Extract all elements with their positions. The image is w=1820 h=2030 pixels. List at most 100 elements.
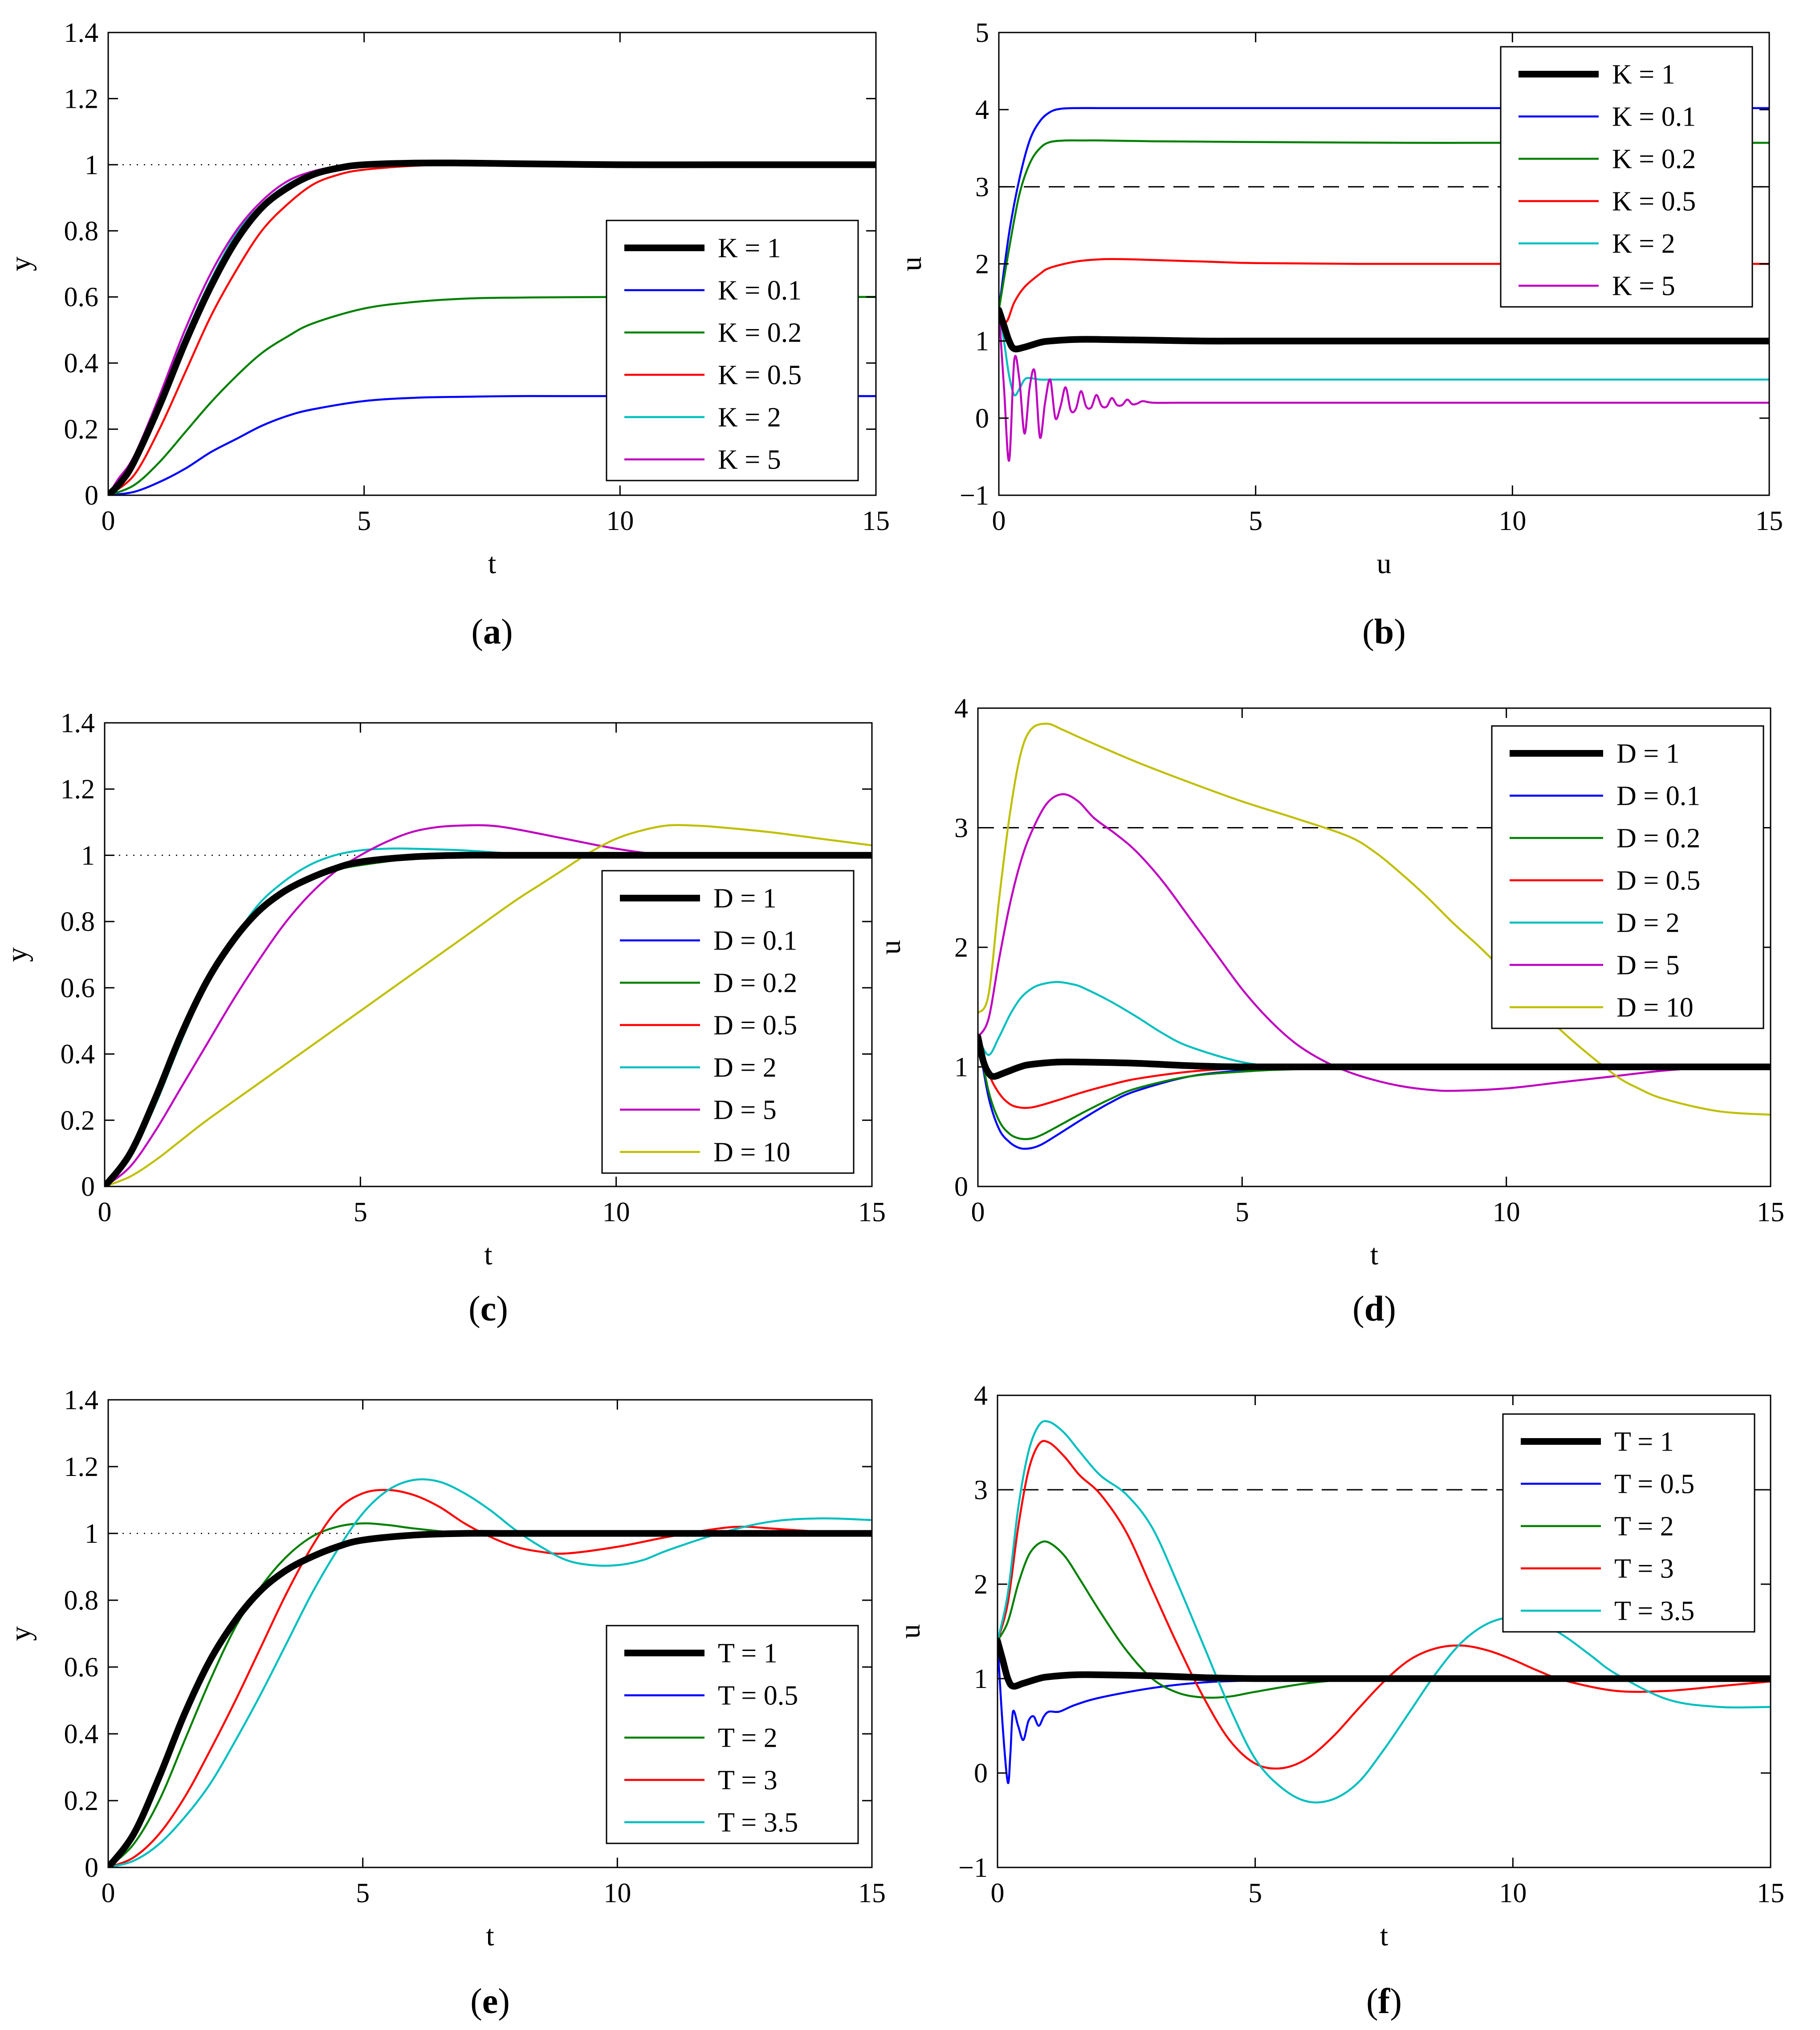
y-tick-label: 2 xyxy=(975,249,989,280)
series-group xyxy=(105,824,872,1186)
x-tick-label: 10 xyxy=(603,1878,631,1908)
y-tick-label: 2 xyxy=(954,933,968,963)
legend-entry-label: D = 2 xyxy=(713,1053,777,1083)
series-group xyxy=(998,1420,1771,1804)
y-tick-label: 0.2 xyxy=(64,415,99,445)
x-tick-label: 15 xyxy=(858,1197,886,1227)
legend-entry-label: D = 5 xyxy=(1616,950,1680,981)
plot-frame xyxy=(104,722,873,1187)
x-axis-label: t xyxy=(1380,1920,1388,1952)
legend-entry-label: T = 3 xyxy=(1614,1554,1674,1584)
y-tick-label: 1.2 xyxy=(61,774,95,805)
legend-box xyxy=(601,870,855,1174)
series-line-K-0.1 xyxy=(108,395,876,495)
y-tick-label: 0 xyxy=(81,1172,95,1202)
series-line-K-0.1 xyxy=(999,107,1769,311)
y-tick-label: 1.2 xyxy=(64,84,99,114)
series-group xyxy=(108,159,876,495)
y-axis-label: y xyxy=(1,947,33,962)
legend-entry-label: K = 2 xyxy=(718,403,781,433)
y-tick-label: 1.4 xyxy=(61,708,95,738)
y-tick-label: 1.2 xyxy=(64,1452,99,1482)
legend-box xyxy=(1500,46,1753,308)
panel-caption: (f) xyxy=(1366,1982,1402,2021)
y-tick-label: 3 xyxy=(974,1475,988,1505)
series-line-D-5 xyxy=(978,793,1771,1092)
series-line-D-1 xyxy=(978,1033,1771,1080)
x-tick-label: 0 xyxy=(992,506,1006,536)
y-tick-label: 1 xyxy=(975,326,989,357)
legend-entry-label: D = 0.2 xyxy=(1616,823,1700,854)
y-tick-label: 0.6 xyxy=(64,1652,99,1683)
panel-caption: (c) xyxy=(468,1289,508,1329)
y-tick-label: 0.6 xyxy=(64,282,99,313)
legend-entry-label: D = 0.2 xyxy=(713,968,797,999)
legend: T = 1 T = 0.5 T = 2 T = 3 T = 3.5 xyxy=(606,1625,859,1844)
y-tick-label: 0 xyxy=(975,404,989,434)
y-tick-label: 0 xyxy=(85,1853,98,1883)
legend-box xyxy=(1502,1413,1755,1633)
y-tick-label: 1.4 xyxy=(64,18,99,48)
series-line-K-0.2 xyxy=(999,139,1769,311)
y-tick-label: 0.4 xyxy=(64,348,99,379)
legend-entry-label: D = 0.1 xyxy=(713,926,797,956)
series-line-K-0.5 xyxy=(999,258,1769,323)
legend-box xyxy=(1491,725,1764,1029)
series-line-T-3.5 xyxy=(998,1420,1771,1804)
plot-frame xyxy=(997,1394,1771,1868)
chart-panel-c: 0 5 10 15 0 0.2 0.4 0.6 0.8 1 1.2 1.4 t y D = 1 D = 0.1… xyxy=(1,708,886,1329)
legend-entry-label: K = 5 xyxy=(718,445,781,475)
legend-entry-label: K = 0.1 xyxy=(1612,102,1696,132)
y-tick-label: 4 xyxy=(974,1381,988,1411)
y-tick-label: 1 xyxy=(85,150,98,180)
legend-entry-label: T = 0.5 xyxy=(1614,1469,1694,1500)
x-tick-label: 0 xyxy=(991,1878,1005,1908)
legend-entry-label: K = 0.2 xyxy=(718,318,802,348)
series-group xyxy=(108,1478,872,1867)
x-tick-label: 5 xyxy=(357,506,371,536)
y-tick-label: 1.4 xyxy=(64,1385,99,1415)
x-tick-label: 10 xyxy=(603,1197,630,1227)
legend-entry-label: K = 0.5 xyxy=(1612,187,1696,217)
x-tick-label: 15 xyxy=(862,506,890,536)
y-tick-label: 0 xyxy=(974,1758,988,1789)
x-tick-label: 5 xyxy=(1248,1878,1262,1908)
legend-entry-label: D = 10 xyxy=(1616,993,1694,1023)
y-tick-label: 0.4 xyxy=(64,1719,99,1749)
legend-entry-label: K = 1 xyxy=(1612,60,1675,90)
legend-entry-label: T = 0.5 xyxy=(718,1681,798,1711)
legend: D = 1 D = 0.1 D = 0.2 D = 0.5 D = 2 D = 5 D = … xyxy=(601,870,855,1174)
y-tick-label: 1 xyxy=(954,1052,968,1083)
x-tick-label: 15 xyxy=(1755,506,1783,536)
series-line-T-0.5 xyxy=(998,1639,1771,1784)
y-tick-label: 0 xyxy=(85,481,98,511)
legend-entry-label: D = 0.5 xyxy=(1616,866,1700,896)
legend-entry-label: K = 0.1 xyxy=(718,276,802,306)
legend: D = 1 D = 0.1 D = 0.2 D = 0.5 D = 2 D = 5 D = … xyxy=(1491,725,1764,1029)
legend-entry-label: T = 2 xyxy=(718,1723,778,1753)
legend-entry-label: K = 1 xyxy=(718,233,781,264)
legend-entry-label: T = 1 xyxy=(718,1639,778,1669)
y-axis-label: y xyxy=(4,1626,37,1641)
series-line-T-1 xyxy=(108,1530,872,1867)
x-tick-label: 0 xyxy=(102,1878,115,1908)
series-line-K-2 xyxy=(999,309,1769,397)
y-tick-label: 1 xyxy=(974,1664,988,1694)
y-tick-label: 4 xyxy=(954,693,968,724)
legend-entry-label: D = 2 xyxy=(1616,908,1680,938)
series-line-K-0.2 xyxy=(108,296,876,495)
x-tick-label: 5 xyxy=(354,1197,367,1227)
legend-entry-label: K = 2 xyxy=(1612,229,1675,259)
series-line-K-5 xyxy=(999,309,1769,462)
legend-entry-label: K = 5 xyxy=(1612,271,1675,302)
legend: T = 1 T = 0.5 T = 2 T = 3 T = 3.5 xyxy=(1502,1413,1755,1633)
series-group xyxy=(978,722,1771,1150)
chart-panel-e: 0 5 10 15 0 0.2 0.4 0.6 0.8 1 1.2 1.4 t y T = 1 T = 0.5… xyxy=(4,1385,886,2021)
legend-entry-label: T = 3 xyxy=(718,1765,778,1796)
y-tick-label: 0.8 xyxy=(64,1586,99,1616)
y-tick-label: 0 xyxy=(954,1172,968,1202)
series-line-D-10 xyxy=(105,824,872,1186)
y-tick-label: 0.4 xyxy=(61,1039,95,1070)
x-tick-label: 0 xyxy=(102,506,115,536)
